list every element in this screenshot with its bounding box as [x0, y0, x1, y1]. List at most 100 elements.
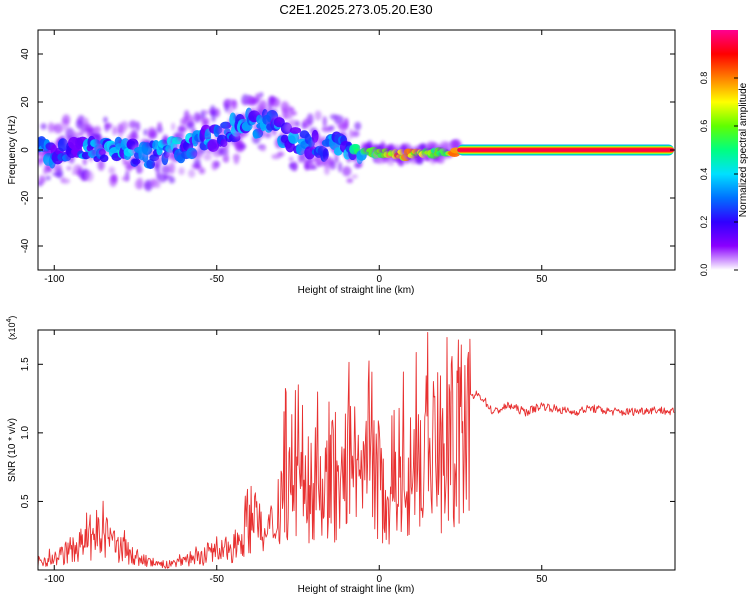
heatmap-cell [351, 130, 360, 138]
heatmap-cell [97, 149, 107, 156]
colorbar-label: Normalized spectral amplitude [738, 82, 749, 217]
heatmap-cell [258, 99, 268, 112]
heatmap-cell [161, 164, 171, 175]
x-tick-label: 0 [376, 274, 382, 285]
svg-text:(x104): (x104) [6, 316, 17, 340]
heatmap-cell [342, 166, 352, 177]
heatmap-cell [337, 161, 343, 173]
heatmap-cell [203, 110, 210, 115]
y-tick-label: 40 [20, 48, 31, 60]
colorbar-ticks: 0.0 0.2 0.4 0.6 0.8 [699, 72, 738, 277]
heatmap-cells [38, 92, 674, 192]
heatmap-cell [156, 126, 163, 134]
heatmap-cell [108, 166, 116, 175]
colorbar-tick-label: 0.4 [699, 168, 709, 181]
x-tick-label: 0 [376, 574, 382, 585]
heatmap-cell [289, 127, 302, 134]
x-tick-label: -50 [210, 274, 225, 285]
heatmap-cell [68, 152, 75, 164]
heatmap-cell [135, 121, 141, 132]
y-tick-label: -40 [20, 238, 31, 253]
heatmap-cell [60, 178, 71, 184]
heatmap-cell [110, 173, 118, 183]
heatmap-cell [289, 110, 297, 116]
heatmap-cell [55, 168, 64, 179]
heatmap-cell [329, 160, 337, 170]
heatmap-cell [260, 145, 267, 152]
heatmap-cell [306, 113, 314, 126]
heatmap-cell [271, 97, 281, 108]
heatmap-cell [99, 154, 109, 163]
heatmap-cell [86, 127, 97, 133]
heatmap-cell [195, 163, 202, 170]
heatmap-cell [264, 132, 272, 139]
heatmap-cell [203, 153, 212, 161]
heatmap-cell [232, 153, 241, 160]
heatmap-cell [289, 107, 295, 112]
snr-x-axis-label: Height of straight line (km) [298, 584, 415, 595]
heatmap-cell [79, 131, 84, 137]
x-tick-label: -50 [210, 574, 225, 585]
heatmap-cell [314, 110, 322, 121]
heatmap-cell [168, 162, 176, 175]
heatmap-cell [146, 158, 156, 170]
colorbar-tick-label: 0.0 [699, 264, 709, 277]
heatmap-cell [128, 120, 138, 129]
heatmap-cell [356, 162, 363, 168]
colorbar-gradient [711, 30, 738, 270]
heatmap-cell [62, 114, 71, 125]
heatmap-cell [121, 176, 129, 182]
heatmap-cell [328, 125, 335, 131]
heatmap-ticks: -100 -50 0 50 -40 -20 0 20 40 [20, 30, 675, 285]
snr-y-scale-prefix: (x10 [7, 322, 17, 340]
heatmap-cell [351, 174, 358, 179]
heatmap-cell [269, 108, 278, 115]
x-tick-label: -100 [44, 274, 64, 285]
heatmap-cell [289, 157, 294, 162]
heatmap-cell [322, 116, 327, 128]
heatmap-cell [276, 116, 282, 124]
heatmap-cell [254, 93, 261, 103]
heatmap-cell [277, 151, 285, 157]
x-tick-label: -100 [44, 574, 64, 585]
heatmap-cell [155, 179, 161, 189]
heatmap-cell [117, 123, 124, 134]
heatmap-cell [177, 125, 186, 133]
heatmap-cell [136, 177, 144, 190]
heatmap-cell [136, 166, 144, 174]
colorbar-tick-label: 0.6 [699, 120, 709, 133]
heatmap-cell [66, 165, 72, 171]
heatmap-cell [185, 114, 195, 123]
heatmap-cell [40, 123, 47, 130]
heatmap-cell [348, 128, 353, 140]
heatmap-cell [171, 122, 176, 131]
heatmap-cell [288, 119, 298, 127]
heatmap-cell [287, 131, 300, 144]
y-tick-label: 1.0 [20, 425, 31, 439]
heatmap-cell [178, 167, 185, 176]
heatmap-cell [292, 161, 298, 172]
heatmap-cell [188, 169, 196, 178]
colorbar-tick-label: 0.2 [699, 216, 709, 229]
snr-ticks: -100 -50 0 50 0.5 1.0 1.5 [20, 330, 675, 585]
heatmap-cell [354, 121, 362, 131]
heatmap-cell [38, 158, 43, 167]
snr-panel: -100 -50 0 50 0.5 1.0 1.5 Height of straight l… [6, 316, 676, 595]
heatmap-cell [238, 143, 247, 150]
heatmap-cell [112, 126, 118, 136]
heatmap-cell [147, 127, 157, 139]
heatmap-cell [130, 129, 138, 138]
heatmap-cell [211, 110, 216, 123]
heatmap-cell [93, 125, 102, 134]
colorbar-tick-label: 0.8 [699, 72, 709, 85]
x-tick-label: 50 [536, 574, 548, 585]
y-tick-label: 20 [20, 96, 31, 108]
heatmap-panel: -100 -50 0 50 -40 -20 0 20 40 Height of straight… [7, 29, 676, 296]
heatmap-cell [231, 99, 238, 110]
snr-series-line [38, 331, 675, 569]
heatmap-cell [162, 134, 168, 146]
y-tick-label: 1.5 [20, 357, 31, 371]
heatmap-y-axis-label: Frequency (Hz) [7, 116, 18, 185]
heatmap-cell [198, 167, 206, 175]
heatmap-cell [82, 157, 87, 166]
